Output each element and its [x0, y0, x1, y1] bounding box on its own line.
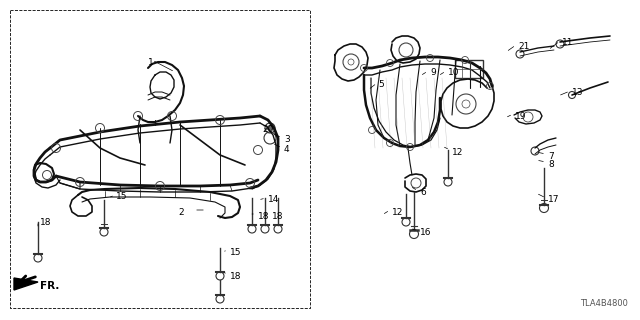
Text: 6: 6: [420, 188, 426, 197]
Text: 9: 9: [430, 68, 436, 77]
Text: 20: 20: [262, 125, 273, 134]
Text: 13: 13: [572, 88, 584, 97]
Text: 17: 17: [548, 195, 559, 204]
Text: 1: 1: [148, 58, 154, 67]
Text: 5: 5: [378, 80, 384, 89]
Text: 7: 7: [548, 152, 554, 161]
Polygon shape: [14, 278, 38, 290]
Text: 18: 18: [272, 212, 284, 221]
Text: 14: 14: [268, 195, 280, 204]
Text: 12: 12: [452, 148, 463, 157]
Text: TLA4B4800: TLA4B4800: [580, 299, 628, 308]
Text: 12: 12: [392, 208, 403, 217]
Text: 19: 19: [515, 112, 527, 121]
Text: FR.: FR.: [40, 281, 60, 291]
Text: 4: 4: [284, 145, 290, 154]
Text: 3: 3: [284, 135, 290, 144]
Text: 15: 15: [116, 192, 127, 201]
Text: 8: 8: [548, 160, 554, 169]
Text: 18: 18: [230, 272, 241, 281]
Text: 10: 10: [448, 68, 460, 77]
Text: 2: 2: [178, 208, 184, 217]
Circle shape: [268, 125, 273, 131]
Text: 15: 15: [230, 248, 241, 257]
Text: 16: 16: [420, 228, 431, 237]
Text: 21: 21: [518, 42, 529, 51]
Text: 18: 18: [40, 218, 51, 227]
Text: 11: 11: [562, 38, 573, 47]
Text: 18: 18: [258, 212, 269, 221]
